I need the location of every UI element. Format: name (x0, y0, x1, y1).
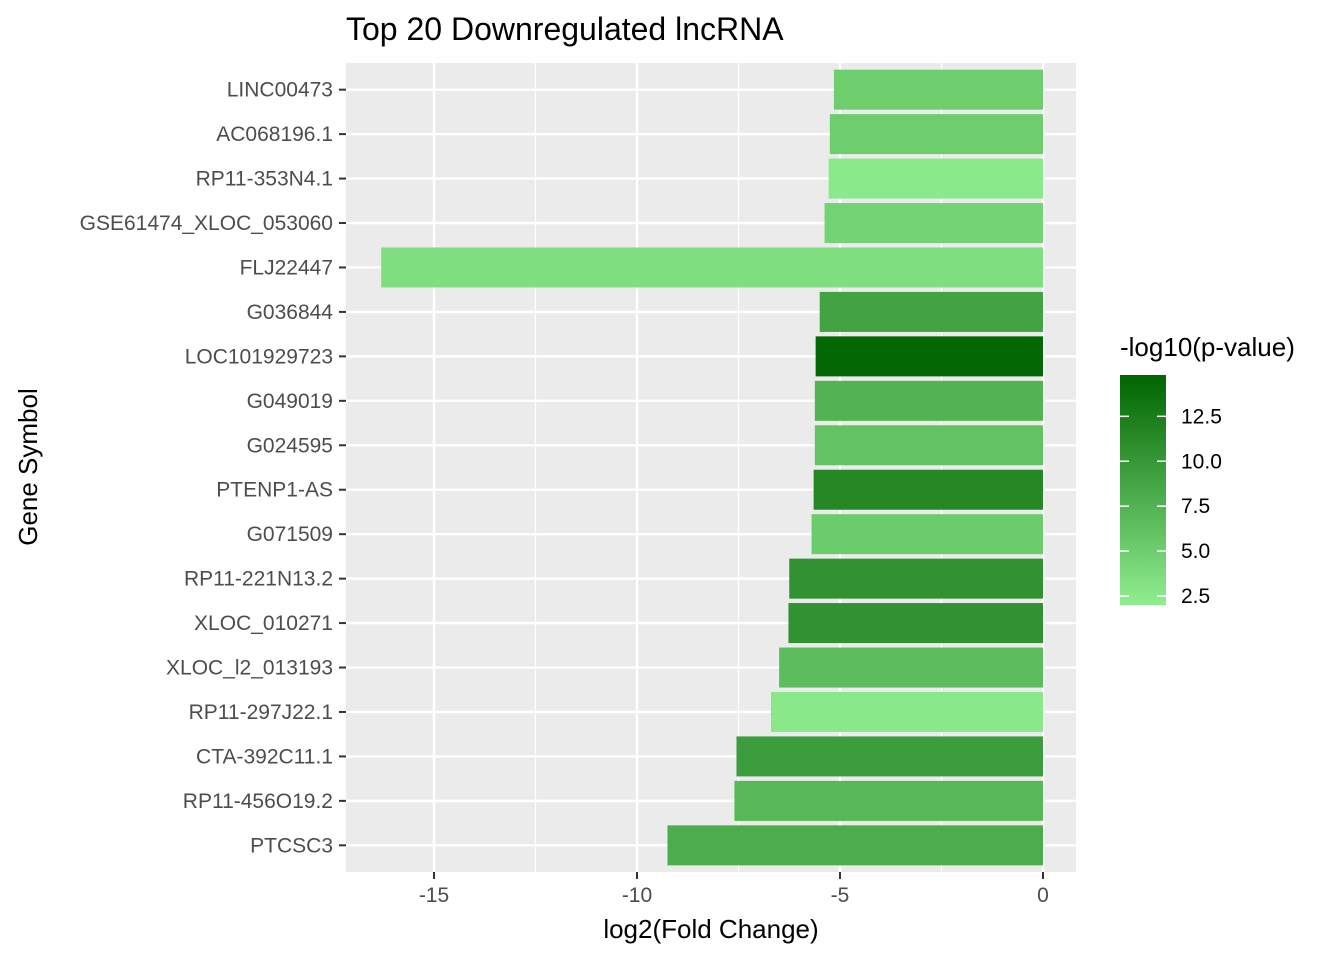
bar (789, 558, 1043, 599)
y-axis: LINC00473 AC068196.1 RP11-353N4.1 GSE61474_… (80, 79, 346, 857)
bar (819, 291, 1043, 332)
bar (814, 425, 1043, 466)
x-axis: -15 -10 -5 0 (419, 872, 1049, 907)
x-tick-label: -15 (419, 884, 449, 907)
chart-title: Top 20 Downregulated lncRNA (346, 11, 784, 47)
y-tick-label: RP11-221N13.2 (184, 568, 333, 591)
bar (824, 203, 1043, 244)
bar (381, 247, 1044, 288)
bar (736, 736, 1043, 777)
y-axis-title: Gene Symbol (13, 388, 43, 546)
y-tick-label: FLJ22447 (240, 256, 333, 279)
y-tick-label: G024595 (247, 434, 333, 457)
y-tick-label: LOC101929723 (185, 345, 333, 368)
legend-title: -log10(p-value) (1120, 332, 1295, 362)
y-tick-label: GSE61474_XLOC_053060 (80, 212, 333, 235)
x-tick-label: -10 (622, 884, 652, 907)
x-tick-label: 0 (1037, 884, 1049, 907)
bar (814, 380, 1043, 421)
bar (828, 158, 1043, 199)
bar (734, 780, 1043, 821)
y-tick-label: RP11-456O19.2 (183, 790, 333, 813)
x-axis-title: log2(Fold Change) (603, 914, 818, 944)
y-tick-label: G036844 (247, 301, 334, 324)
legend-ticks: 2.5 5.0 7.5 10.0 12.5 (1120, 405, 1222, 608)
y-tick-label: RP11-297J22.1 (189, 701, 333, 724)
y-tick-label: LINC00473 (227, 79, 333, 102)
legend-tick-label: 12.5 (1181, 405, 1222, 428)
y-tick-label: XLOC_l2_013193 (166, 657, 333, 680)
y-tick-label: G049019 (247, 390, 333, 413)
legend-tick-label: 10.0 (1181, 450, 1222, 473)
bar (667, 825, 1043, 866)
legend-colorbar (1120, 375, 1166, 605)
color-legend: -log10(p-value) 2.5 5.0 7.5 10.0 12.5 (1120, 332, 1295, 608)
bar (813, 469, 1043, 510)
bar (833, 69, 1043, 110)
y-tick-label: PTENP1-AS (216, 479, 333, 502)
bar (770, 691, 1043, 732)
legend-tick-label: 7.5 (1181, 495, 1210, 518)
bar (815, 336, 1043, 377)
bar (779, 647, 1043, 688)
y-tick-label: G071509 (247, 523, 333, 546)
y-tick-label: PTCSC3 (250, 834, 333, 857)
y-tick-label: RP11-353N4.1 (196, 168, 333, 191)
y-tick-label: XLOC_010271 (194, 612, 333, 635)
bar (829, 114, 1043, 155)
y-tick-label: CTA-392C11.1 (196, 745, 333, 768)
bars (381, 69, 1044, 866)
x-tick-label: -5 (831, 884, 850, 907)
legend-tick-label: 5.0 (1181, 540, 1210, 563)
bar (788, 603, 1043, 644)
y-tick-label: AC068196.1 (216, 123, 333, 146)
legend-tick-label: 2.5 (1181, 585, 1210, 608)
bar (811, 514, 1043, 555)
